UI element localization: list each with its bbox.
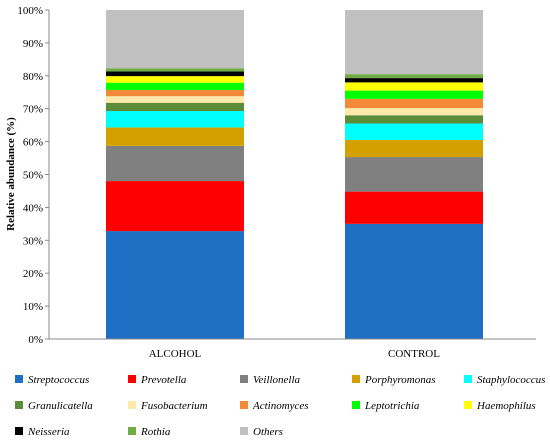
y-tick-label: 90% — [23, 38, 43, 50]
legend-label-granulicatella: Granulicatella — [28, 400, 93, 412]
legend-label-actinomyces: Actinomyces — [252, 400, 309, 412]
bar-segment-porphyromonas-control — [345, 139, 483, 158]
legend-label-rothia: Rothia — [140, 426, 171, 438]
bar-segment-fusobacterium-alcohol — [106, 96, 244, 103]
bar-segment-actinomyces-alcohol — [106, 89, 244, 97]
legend-label-neisseria: Neisseria — [27, 426, 70, 438]
legend-swatch-actinomyces — [240, 401, 248, 409]
legend-label-haemophilus: Haemophilus — [476, 400, 536, 412]
bar-segment-leptotrichia-control — [345, 90, 483, 99]
legend-swatch-leptotrichia — [352, 401, 360, 409]
y-tick-label: 100% — [17, 5, 43, 17]
y-tick-label: 20% — [23, 268, 43, 280]
legend-label-streptococcus: Streptococcus — [28, 374, 89, 386]
y-tick-label: 60% — [23, 137, 43, 149]
bar-segment-neisseria-alcohol — [106, 71, 244, 77]
bar-segment-veillonella-control — [345, 157, 483, 192]
x-category-label: ALCOHOL — [149, 348, 202, 360]
y-axis-label: Relative abundance (%) — [5, 117, 17, 231]
legend-label-fusobacterium: Fusobacterium — [140, 400, 208, 412]
legend-swatch-others — [240, 427, 248, 435]
bar-segment-granulicatella-alcohol — [106, 102, 244, 112]
legend-swatch-granulicatella — [15, 401, 23, 409]
legend-swatch-staphylococcus — [464, 375, 472, 383]
bar-segment-rothia-alcohol — [106, 68, 244, 72]
legend-swatch-porphyromonas — [352, 375, 360, 383]
bar-segment-porphyromonas-alcohol — [106, 127, 244, 146]
legend-label-others: Others — [253, 426, 283, 438]
bar-segment-streptococcus-control — [345, 223, 483, 339]
legend-swatch-haemophilus — [464, 401, 472, 409]
legend-swatch-fusobacterium — [128, 401, 136, 409]
plot-area: 0% 10% 20% 30% 40% 50% 60% 70% 80% 90% 100% ALCOHOL… — [17, 5, 536, 360]
bar-segment-streptococcus-alcohol — [106, 231, 244, 339]
legend-label-prevotella: Prevotella — [140, 374, 187, 386]
bar-segment-prevotella-control — [345, 191, 483, 224]
bar-segment-actinomyces-control — [345, 98, 483, 109]
bar-segment-granulicatella-control — [345, 115, 483, 124]
legend: Streptococcus Prevotella Veillonella Porphy… — [15, 374, 545, 438]
x-category-label: CONTROL — [388, 348, 440, 360]
bar-segment-neisseria-control — [345, 78, 483, 83]
legend-swatch-rothia — [128, 427, 136, 435]
y-tick-label: 0% — [28, 334, 43, 346]
legend-label-staphylococcus: Staphylococcus — [477, 374, 545, 386]
bar-segment-staphylococcus-control — [345, 123, 483, 140]
y-tick-label: 30% — [23, 235, 43, 247]
legend-swatch-streptococcus — [15, 375, 23, 383]
bar-segment-others-alcohol — [106, 10, 244, 69]
bar-segment-haemophilus-alcohol — [106, 76, 244, 83]
bar-segment-prevotella-alcohol — [106, 181, 244, 232]
legend-swatch-prevotella — [128, 375, 136, 383]
bar-segment-veillonella-alcohol — [106, 145, 244, 182]
bar-segment-staphylococcus-alcohol — [106, 111, 244, 128]
bar-segment-haemophilus-control — [345, 82, 483, 91]
legend-label-leptotrichia: Leptotrichia — [364, 400, 420, 412]
y-tick-label: 80% — [23, 71, 43, 83]
legend-swatch-neisseria — [15, 427, 23, 435]
y-tick-label: 50% — [23, 170, 43, 182]
bar-segment-others-control — [345, 10, 483, 75]
bar-segment-rothia-control — [345, 74, 483, 79]
bar-segment-fusobacterium-control — [345, 108, 483, 116]
legend-label-veillonella: Veillonella — [253, 374, 301, 386]
bar-segment-leptotrichia-alcohol — [106, 82, 244, 90]
y-tick-label: 40% — [23, 202, 43, 214]
y-tick-label: 70% — [23, 104, 43, 116]
y-tick-label: 10% — [23, 301, 43, 313]
legend-label-porphyromonas: Porphyromonas — [364, 374, 435, 386]
legend-swatch-veillonella — [240, 375, 248, 383]
